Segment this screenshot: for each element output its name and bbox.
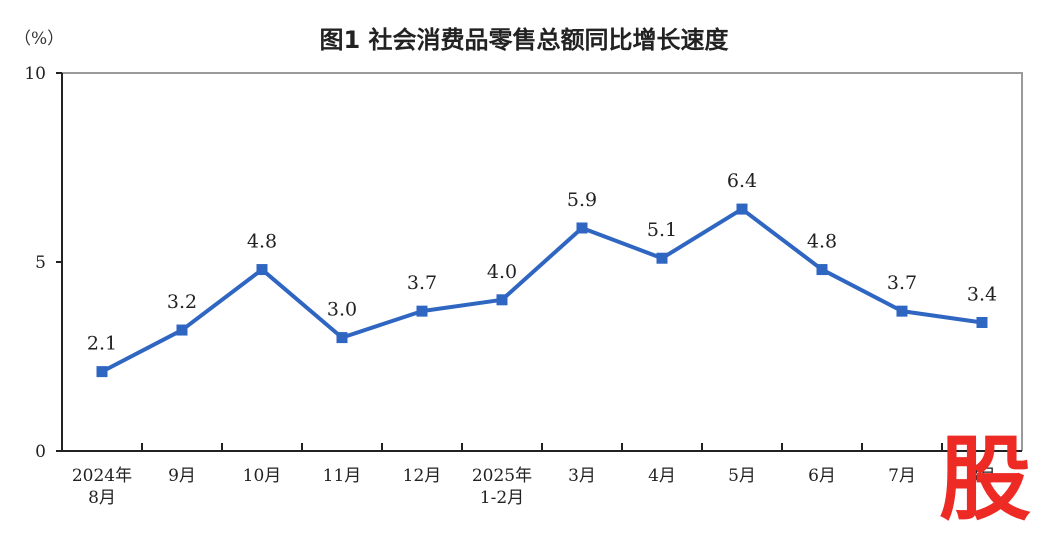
- chart-title: 图1 社会消费品零售总额同比增长速度: [319, 26, 729, 54]
- x-tick-label: 10月: [243, 466, 282, 486]
- data-point: [816, 264, 828, 276]
- x-tick-label: 9月: [168, 466, 196, 486]
- y-tick-label: 5: [35, 253, 46, 273]
- x-tick-label: 6月: [808, 466, 836, 486]
- data-label: 3.7: [407, 272, 437, 294]
- data-point: [576, 222, 588, 234]
- data-label: 2.1: [87, 333, 117, 355]
- data-point: [336, 332, 348, 344]
- data-label: 5.1: [647, 219, 677, 241]
- data-point: [656, 252, 668, 264]
- data-label: 5.9: [567, 189, 597, 211]
- data-point: [976, 316, 988, 328]
- data-label: 3.7: [887, 272, 917, 294]
- data-point: [96, 366, 108, 378]
- data-label: 3.4: [967, 283, 997, 305]
- x-tick-label: 7月: [888, 466, 916, 486]
- y-unit-label: （%）: [14, 29, 65, 49]
- data-label: 3.0: [327, 299, 357, 321]
- watermark-logo: 股: [938, 426, 1031, 533]
- y-tick-label: 0: [35, 442, 46, 462]
- x-tick-label: 4月: [648, 466, 676, 486]
- data-label: 4.8: [247, 231, 277, 253]
- data-label: 3.2: [167, 291, 197, 313]
- x-tick-label: 2024年 8月: [72, 466, 132, 508]
- series-line: [101, 207, 983, 374]
- data-label: 4.8: [807, 231, 837, 253]
- x-tick-label: 12月: [403, 466, 442, 486]
- x-tick-label: 8月: [968, 466, 996, 486]
- data-point: [176, 324, 188, 336]
- data-label: 4.0: [487, 261, 517, 283]
- x-tick-label: 5月: [728, 466, 756, 486]
- x-tick-label: 2025年 1-2月: [472, 466, 532, 508]
- data-point: [256, 264, 268, 276]
- plot-frame: [62, 72, 1023, 451]
- data-point: [736, 203, 748, 215]
- y-tick-label: 10: [24, 64, 46, 84]
- data-label: 6.4: [727, 170, 757, 192]
- x-tick-label: 11月: [323, 466, 362, 486]
- x-tick-label: 3月: [568, 466, 596, 486]
- data-point: [416, 305, 428, 317]
- data-point: [896, 305, 908, 317]
- data-point: [496, 294, 508, 306]
